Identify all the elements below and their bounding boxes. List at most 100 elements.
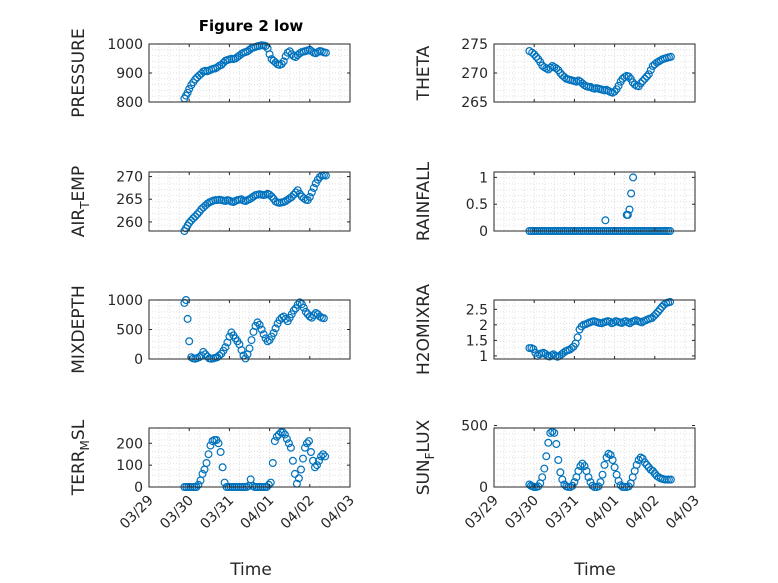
data-point-pressure [261, 41, 270, 50]
y-tick-label: 900 [116, 66, 143, 82]
data-point-theta [666, 52, 675, 61]
data-point-sun-flux [574, 467, 583, 476]
data-point-h2omixra [651, 310, 660, 319]
data-point-terr-msl [216, 448, 225, 457]
y-tick-label: 1000 [107, 293, 143, 309]
data-point-theta [532, 52, 541, 61]
data-point-sun-flux [538, 473, 547, 482]
y-tick-label: 1000 [107, 37, 143, 53]
y-axis-label-subscript: M [78, 440, 92, 450]
data-point-terr-msl [297, 465, 306, 474]
y-axis-label-suffix: SL [69, 419, 89, 440]
data-point-theta [646, 66, 655, 75]
y-tick-label: 500 [461, 419, 488, 435]
data-point-terr-msl [303, 439, 312, 448]
data-point-air-temp [237, 195, 246, 204]
data-point-h2omixra [625, 319, 634, 328]
data-point-pressure [213, 63, 222, 72]
y-axis-label-text: TERR [69, 450, 89, 496]
data-point-terr-msl [202, 459, 211, 468]
y-tick-label: 0 [134, 352, 143, 368]
data-point-sun-flux [648, 467, 657, 476]
data-point-sun-flux [578, 459, 587, 468]
data-point-air-temp [307, 188, 316, 197]
data-point-sun-flux [554, 456, 563, 465]
data-point-terr-msl [307, 448, 316, 457]
data-point-sun-flux [614, 476, 623, 485]
data-point-theta [644, 70, 653, 79]
data-point-mixdepth [269, 329, 278, 338]
data-point-sun-flux [596, 478, 605, 487]
y-tick-label: 0 [134, 480, 143, 496]
data-point-terr-msl [220, 478, 229, 487]
data-point-sun-flux [580, 462, 589, 471]
y-tick-label: 265 [116, 192, 143, 208]
y-axis-label-text: THETA [414, 45, 434, 101]
data-point-pressure [265, 50, 274, 59]
data-point-sun-flux [666, 475, 675, 484]
data-point-sun-flux [598, 470, 607, 479]
data-point-sun-flux [576, 462, 585, 471]
data-point-theta [614, 81, 623, 90]
data-point-pressure [279, 57, 288, 66]
y-axis-label-text: H2OMIXRA [414, 284, 434, 375]
data-point-terr-msl [266, 478, 275, 487]
panel-h2omixra: 11.522.5 H2OMIXRA [414, 284, 696, 375]
data-point-mixdepth [237, 346, 246, 355]
data-point-terr-msl [264, 480, 273, 489]
axes-box-sun-flux [493, 427, 696, 488]
data-point-terr-msl [198, 469, 207, 478]
data-point-terr-msl [284, 439, 293, 448]
data-point-mixdepth [199, 347, 208, 356]
panel-rainfall: 0 0.5 1 RAINFALL [414, 161, 696, 241]
data-point-rainfall [623, 210, 632, 219]
data-point-terr-msl [311, 463, 320, 472]
y-tick-label: 1 [479, 349, 488, 365]
data-point-theta [640, 74, 649, 83]
axes-box-terr-msl [148, 427, 351, 488]
y-tick-label: 500 [116, 323, 143, 339]
y-tick-label: 0 [479, 224, 488, 240]
data-point-rainfall [601, 216, 610, 225]
y-tick-label: 0.5 [466, 197, 488, 213]
data-point-h2omixra [559, 348, 568, 357]
y-axis-label-pressure: PRESSURE [69, 28, 89, 117]
data-point-pressure [283, 48, 292, 57]
data-point-theta [546, 63, 555, 72]
data-point-sun-flux [542, 452, 551, 461]
y-axis-label-text: SUN [414, 459, 434, 495]
y-tick-label: 270 [116, 170, 143, 186]
data-point-terr-msl [286, 443, 295, 452]
y-tick-label: 260 [116, 215, 143, 231]
data-point-mixdepth [257, 325, 266, 334]
data-point-terr-msl [274, 430, 283, 439]
y-tick-label: 1 [479, 170, 488, 186]
y-tick-label: 0 [479, 480, 488, 496]
y-tick-label: 100 [116, 458, 143, 474]
data-point-theta [556, 68, 565, 77]
data-point-pressure [321, 48, 330, 57]
data-point-air-temp [305, 193, 314, 202]
data-point-terr-msl [280, 430, 289, 439]
data-point-h2omixra [609, 318, 618, 327]
y-axis-label-mixdepth: MIXDEPTH [69, 285, 89, 374]
data-point-h2omixra [647, 314, 656, 323]
data-point-sun-flux [540, 464, 549, 473]
data-point-terr-msl [194, 480, 203, 489]
data-point-mixdepth [253, 318, 262, 327]
data-point-mixdepth [279, 312, 288, 321]
x-axis-label-left: Time [229, 560, 272, 580]
data-point-mixdepth [293, 300, 302, 309]
data-point-air-temp [191, 212, 200, 221]
data-point-h2omixra [567, 344, 576, 353]
data-point-theta [610, 87, 619, 96]
data-point-terr-msl [282, 434, 291, 443]
data-point-terr-msl [321, 452, 330, 461]
data-point-terr-msl [278, 428, 287, 437]
data-point-theta [552, 64, 561, 73]
axes-box-h2omixra [493, 299, 696, 360]
data-point-h2omixra [621, 317, 630, 326]
data-point-terr-msl [313, 461, 322, 470]
